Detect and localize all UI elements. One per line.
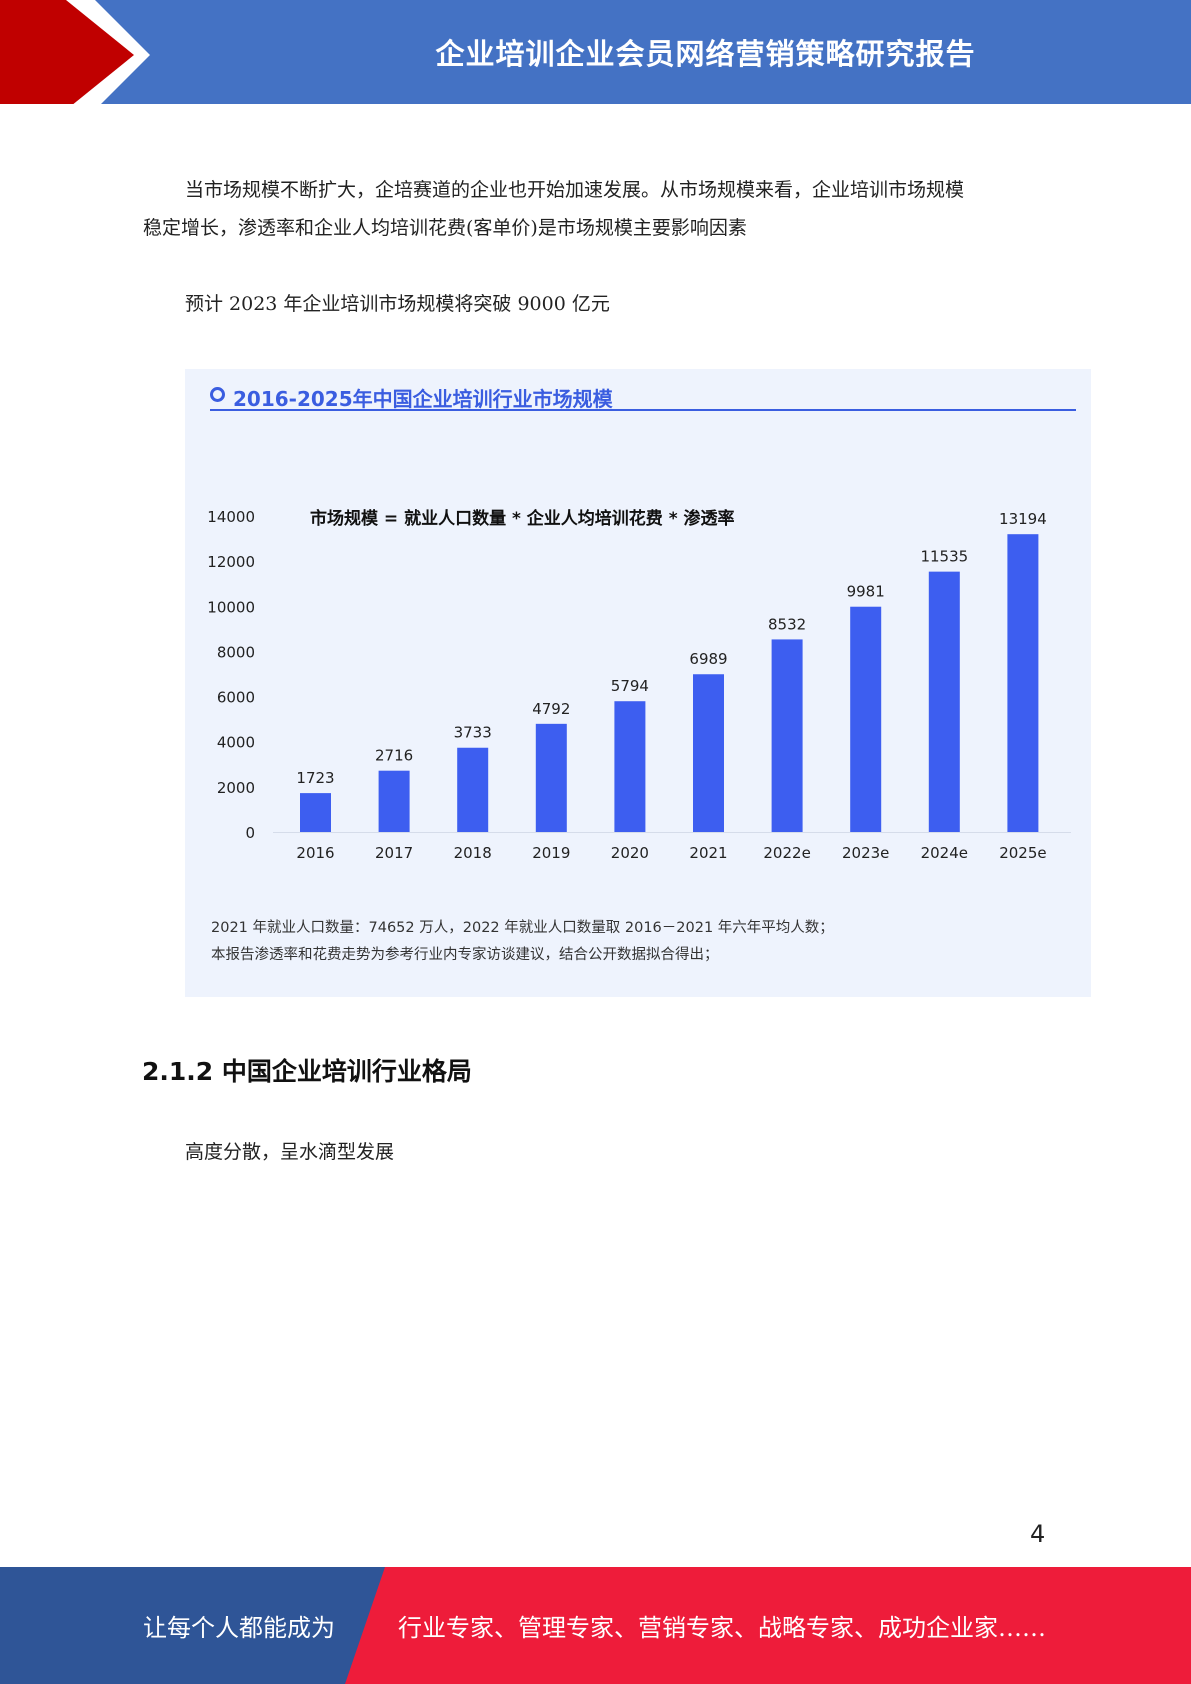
x-tick-label: 2022e [763,844,810,862]
section-paragraph: 高度分散，呈水滴型发展 [143,1133,1058,1171]
chart-formula: 市场规模 = 就业人口数量 * 企业人均培训花费 * 渗透率 [310,509,735,529]
section-text: 高度分散，呈水滴型发展 [185,1141,395,1163]
bar-value-label: 3733 [454,724,492,742]
intro-paragraph: 当市场规模不断扩大，企培赛道的企业也开始加速发展。从市场规模来看，企业培训市场规… [143,171,1058,247]
bar-2021 [693,674,724,832]
y-tick-label: 8000 [217,643,255,661]
page-number: 4 [1030,1520,1046,1548]
x-tick-label: 2021 [689,844,727,862]
header-banner-graphic [0,0,1191,110]
footer-slogan-left: 让每个人都能成为 [143,1614,335,1642]
bar-value-label: 2716 [375,747,413,765]
footer-banner-graphic [0,1567,1191,1684]
y-tick-label: 12000 [207,553,255,571]
x-tick-label: 2016 [296,844,334,862]
x-tick-label: 2020 [611,844,649,862]
intro-line-2: 稳定增长，渗透率和企业人均培训花费(客单价)是市场规模主要影响因素 [143,217,747,239]
market-size-chart: 2016-2025年中国企业培训行业市场规模 市场规模 = 就业人口数量 * 企… [185,369,1091,997]
forecast-text: 预计 2023 年企业培训市场规模将突破 9000 亿元 [185,293,610,315]
y-tick-label: 2000 [217,779,255,797]
bar-value-label: 11535 [920,548,968,566]
bar-value-label: 9981 [847,583,885,601]
bar-value-label: 13194 [999,510,1047,528]
y-tick-label: 6000 [217,689,255,707]
bar-2019 [535,723,567,832]
bar-value-label: 1723 [296,769,334,787]
chart-note-2: 本报告渗透率和花费走势为参考行业内专家访谈建议，结合公开数据拟合得出； [211,947,719,963]
bar-2020 [614,701,646,832]
section-heading: 2.1.2 中国企业培训行业格局 [142,1057,472,1086]
bar-2024e [928,571,960,832]
intro-line-1: 当市场规模不断扩大，企培赛道的企业也开始加速发展。从市场规模来看，企业培训市场规… [185,179,965,201]
y-tick-label: 14000 [207,508,255,526]
bar-value-label: 8532 [768,615,806,633]
bar-value-label: 4792 [532,700,570,718]
x-tick-label: 2025e [999,844,1046,862]
page-footer: 让每个人都能成为 行业专家、管理专家、营销专家、战略专家、成功企业家…… [0,1567,1191,1684]
bar-chart: 0 2000 4000 6000 8000 10000 12000 14000 1723 2016… [207,508,1071,862]
bar-2022e [771,639,803,832]
x-tick-label: 2024e [921,844,968,862]
x-tick-label: 2018 [454,844,492,862]
bar-2018 [457,747,489,832]
footer-slogan-right: 行业专家、管理专家、营销专家、战略专家、成功企业家…… [398,1614,1046,1642]
chart-title-underline [210,409,1076,411]
bar-value-label: 6989 [689,650,727,668]
bar-2023e [850,606,882,832]
bar-2016 [300,793,331,832]
x-tick-label: 2017 [375,844,413,862]
y-tick-label: 10000 [207,598,255,616]
header-title: 企业培训企业会员网络营销策略研究报告 [435,37,976,71]
title-bullet-icon [210,387,225,402]
y-tick-label: 4000 [217,734,255,752]
bar-2017 [378,770,410,832]
bar-2025e [1007,534,1039,832]
y-tick-label: 0 [245,824,255,842]
page-header: 企业培训企业会员网络营销策略研究报告 [0,0,1191,110]
forecast-paragraph: 预计 2023 年企业培训市场规模将突破 9000 亿元 [143,285,1058,323]
x-tick-label: 2023e [842,844,889,862]
chart-title: 2016-2025年中国企业培训行业市场规模 [233,386,613,411]
chart-note-1: 2021 年就业人口数量：74652 万人，2022 年就业人口数量取 2016… [211,920,834,936]
bar-value-label: 5794 [611,677,649,695]
x-tick-label: 2019 [532,844,570,862]
